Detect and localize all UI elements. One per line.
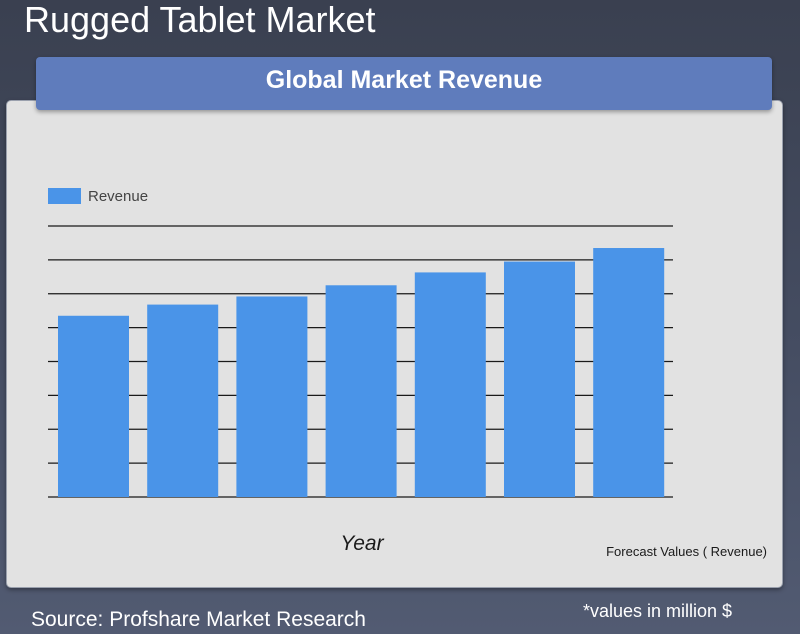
- bar: [593, 248, 665, 497]
- source-text: Source: Profshare Market Research: [31, 608, 366, 631]
- bar: [147, 304, 219, 497]
- bar: [58, 315, 129, 497]
- page-title: Rugged Tablet Market: [24, 0, 376, 40]
- bar: [325, 285, 397, 497]
- bar: [236, 296, 308, 497]
- bar: [414, 272, 486, 497]
- chart-title-banner: Global Market Revenue: [36, 57, 772, 110]
- legend-swatch: [48, 188, 81, 204]
- legend-label: Revenue: [88, 188, 148, 205]
- x-axis-label: Year: [340, 532, 384, 555]
- units-note: *values in million $: [583, 601, 733, 621]
- bar: [504, 261, 575, 497]
- forecast-footnote: Forecast Values ( Revenue): [606, 544, 767, 559]
